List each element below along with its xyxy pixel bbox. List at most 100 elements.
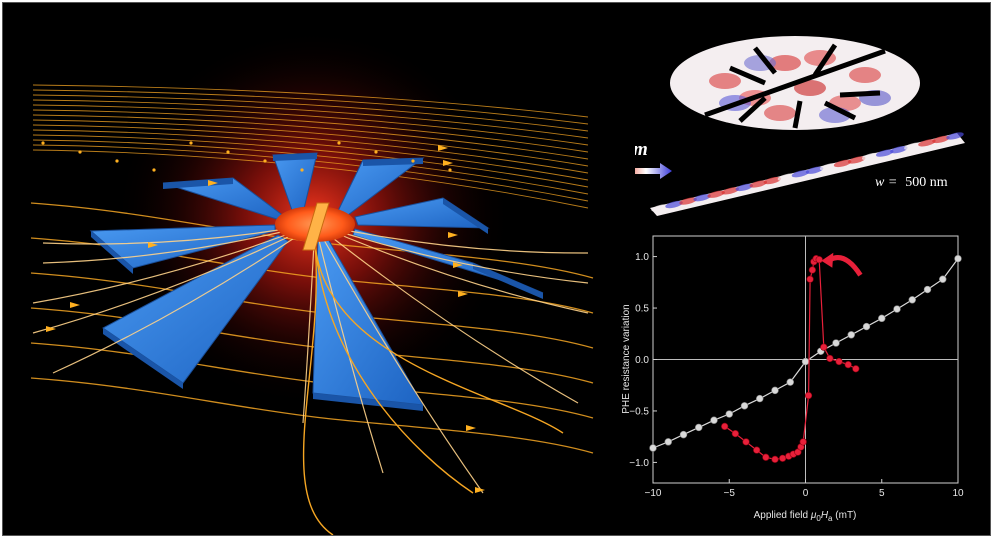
field-dot [300, 168, 304, 172]
field-line [32, 223, 316, 304]
data-point [756, 394, 764, 403]
data-point [878, 314, 886, 323]
field-arrowhead [448, 232, 458, 238]
domain-blob [932, 135, 950, 144]
data-point [762, 453, 770, 461]
series-layer [649, 254, 962, 463]
strip-domain-image [650, 132, 965, 216]
disk-domain-image [670, 36, 920, 130]
data-point [820, 343, 828, 351]
data-point [799, 438, 807, 446]
field-arrowhead [208, 180, 218, 186]
domain-images: m w =500 nm [635, 36, 965, 216]
y-tick-label: 0.5 [635, 304, 649, 315]
field-arrowhead [46, 326, 56, 332]
petal-edge [91, 231, 133, 274]
domain-blob [735, 183, 754, 192]
field-dot [374, 150, 378, 154]
data-point [852, 365, 860, 373]
data-point [835, 357, 843, 366]
field-line [314, 223, 589, 284]
data-point [939, 275, 947, 283]
petal-edge [103, 328, 183, 389]
y-tick-label: 1.0 [635, 252, 649, 263]
domain-blob [791, 170, 810, 178]
petal-edge [273, 153, 317, 161]
data-point [908, 296, 916, 304]
data-point [679, 430, 688, 439]
field-line [302, 223, 316, 424]
field-line [32, 99, 589, 139]
data-point [740, 402, 749, 410]
field-line [32, 129, 589, 181]
field-line [30, 377, 594, 454]
phe-chart: −1.0 −0.5 0.0 0.5 1.0 −10 −5 0 5 10 PHE resistan… [621, 235, 964, 523]
domain-blob [794, 80, 826, 96]
domain-blob [946, 132, 964, 140]
field-line [314, 242, 474, 494]
domain-blob [763, 176, 782, 185]
field-line [32, 84, 589, 118]
domain-blob [805, 166, 824, 174]
domain-blob [875, 149, 894, 157]
data-point [753, 446, 761, 454]
field-line [32, 94, 589, 132]
field-arrowhead [453, 262, 463, 268]
field-line [32, 119, 589, 167]
data-point [725, 410, 733, 418]
domain-blob [721, 187, 740, 195]
field-dot [448, 168, 452, 172]
data-point [826, 354, 834, 363]
curved-arrow-head [821, 252, 834, 268]
field-dot [78, 150, 82, 154]
y-axis-label: PHE resistance variation [621, 304, 632, 414]
domain-blob [777, 173, 796, 181]
field-line [302, 242, 334, 535]
data-point [804, 391, 813, 400]
field-dot [411, 159, 415, 163]
data-point [649, 444, 657, 452]
data-point [815, 256, 823, 264]
domain-blob [679, 197, 697, 205]
field-line [32, 109, 589, 153]
field-arrowhead [438, 145, 448, 151]
data-point [808, 266, 816, 274]
domain-blob [764, 105, 796, 121]
field-line [52, 223, 316, 374]
data-point [771, 386, 779, 395]
field-dot [337, 141, 341, 145]
data-point [771, 455, 779, 463]
domain-blob [665, 200, 683, 209]
field-line [314, 242, 564, 434]
data-point [862, 322, 871, 331]
x-tick-label: −10 [645, 488, 662, 499]
flux-concentrator-illustration [30, 28, 594, 535]
domain-blob [769, 55, 801, 71]
data-point [893, 305, 901, 313]
field-line [32, 223, 316, 334]
field-arrowhead [70, 302, 80, 308]
domain-blob [904, 142, 922, 150]
field-arrowhead [475, 487, 485, 493]
field-arrowhead [466, 425, 476, 431]
domain-blob [749, 180, 768, 188]
field-line [314, 223, 589, 314]
domain-blob [918, 139, 936, 147]
data-point [731, 430, 739, 438]
magnetization-arrow [635, 163, 672, 179]
domain-blob [819, 163, 838, 171]
field-arrowhead [458, 291, 468, 297]
data-point [806, 275, 814, 283]
x-ticks: −10 −5 0 5 10 [645, 479, 964, 499]
field-arrowhead [443, 160, 453, 166]
field-line [32, 104, 589, 146]
x-tick-label: 0 [803, 488, 809, 499]
y-tick-label: −0.5 [629, 406, 649, 417]
data-point [847, 331, 855, 339]
x-tick-label: −5 [724, 488, 736, 499]
data-point [801, 357, 810, 366]
y-tick-label: 0.0 [635, 355, 649, 366]
field-dot [41, 141, 45, 145]
domain-blob [847, 156, 866, 164]
